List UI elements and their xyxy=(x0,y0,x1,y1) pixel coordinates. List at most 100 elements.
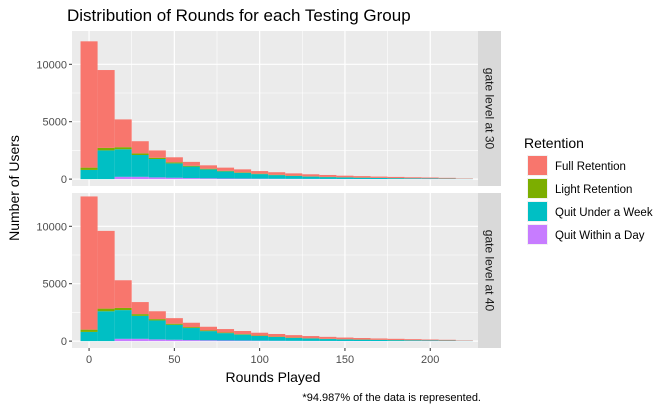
bar-week-bin-13 xyxy=(302,338,320,341)
x-tick-label: 150 xyxy=(336,354,354,366)
chart-caption: *94.987% of the data is represented. xyxy=(302,392,481,404)
bar-full-bin-18 xyxy=(387,176,405,179)
bar-full-bin-15 xyxy=(336,337,354,340)
bar-full-bin-5 xyxy=(165,157,183,163)
bar-week-bin-20 xyxy=(421,178,439,180)
bar-full-bin-21 xyxy=(438,177,456,179)
bar-day-bin-3 xyxy=(131,176,149,180)
facet-strip-label: gate level at 40 xyxy=(483,230,497,312)
bar-light-bin-5 xyxy=(165,162,183,164)
bar-full-bin-3 xyxy=(131,141,149,154)
bar-full-bin-17 xyxy=(370,338,388,340)
bar-full-bin-10 xyxy=(251,171,269,174)
bar-week-bin-9 xyxy=(234,172,252,179)
bar-day-bin-8 xyxy=(217,340,235,342)
bar-week-bin-19 xyxy=(404,178,422,180)
bar-full-bin-14 xyxy=(319,336,337,339)
bar-light-bin-7 xyxy=(199,330,217,332)
facet-panel-1: 0 5000 10000 gate level at 30 xyxy=(36,31,501,186)
bar-week-bin-11 xyxy=(268,337,286,341)
bar-full-bin-18 xyxy=(387,338,405,341)
bar-full-bin-11 xyxy=(268,172,286,175)
bar-week-bin-15 xyxy=(336,177,354,179)
bar-light-bin-1 xyxy=(97,147,115,151)
bar-day-bin-3 xyxy=(131,338,149,342)
x-tick-label: 200 xyxy=(421,354,439,366)
bar-week-bin-3 xyxy=(131,315,149,339)
bar-day-bin-4 xyxy=(148,177,166,180)
bar-day-bin-6 xyxy=(182,340,200,342)
facet-strip-label: gate level at 30 xyxy=(483,68,497,150)
bar-full-bin-4 xyxy=(148,150,166,158)
bar-week-bin-20 xyxy=(421,340,439,342)
bar-week-bin-6 xyxy=(182,328,200,341)
bar-week-bin-16 xyxy=(353,339,371,341)
panels-layer: 0 5000 10000 gate level at 30 0 5000 10000 gate… xyxy=(36,31,501,348)
bar-light-bin-8 xyxy=(217,332,235,334)
y-tick-label: 5000 xyxy=(43,117,67,129)
bar-full-bin-11 xyxy=(268,333,286,337)
y-axis-title: Number of Users xyxy=(6,135,22,241)
bar-week-bin-11 xyxy=(268,175,286,179)
bar-week-bin-1 xyxy=(97,150,115,180)
bar-full-bin-10 xyxy=(251,332,269,336)
bar-light-bin-1 xyxy=(97,308,115,312)
chart-title: Distribution of Rounds for each Testing … xyxy=(67,6,411,25)
facet-panel-2: 0 5000 10000 gate level at 40 xyxy=(36,193,501,348)
legend-title: Retention xyxy=(524,135,584,151)
bar-full-bin-0 xyxy=(80,196,98,330)
bar-day-bin-8 xyxy=(217,178,235,180)
bar-week-bin-15 xyxy=(336,339,354,341)
bar-day-bin-6 xyxy=(182,178,200,180)
bar-week-bin-4 xyxy=(148,320,166,340)
bar-light-bin-3 xyxy=(131,153,149,155)
bar-full-bin-9 xyxy=(234,331,252,335)
bar-day-bin-5 xyxy=(165,177,183,180)
facet-strip xyxy=(478,193,501,348)
legend-key-swatch xyxy=(528,225,547,244)
bar-day-bin-7 xyxy=(199,340,217,342)
bar-week-bin-7 xyxy=(199,169,217,179)
bar-light-bin-4 xyxy=(148,157,166,160)
y-tick-label: 10000 xyxy=(36,221,67,233)
bar-full-bin-21 xyxy=(438,339,456,341)
bar-week-bin-0 xyxy=(80,169,98,180)
y-tick-label: 0 xyxy=(61,174,67,186)
bar-week-bin-9 xyxy=(234,334,252,341)
bar-full-bin-6 xyxy=(182,322,200,328)
bar-week-bin-19 xyxy=(404,340,422,342)
bar-week-bin-14 xyxy=(319,177,337,179)
bar-full-bin-2 xyxy=(114,280,132,308)
bar-light-bin-4 xyxy=(148,319,166,321)
bar-full-bin-5 xyxy=(165,318,183,324)
bar-light-bin-6 xyxy=(182,327,200,329)
legend-key-swatch xyxy=(528,156,547,175)
bar-full-bin-13 xyxy=(302,174,320,177)
bar-week-bin-13 xyxy=(302,176,320,179)
bar-light-bin-2 xyxy=(114,307,132,311)
legend-entry-label: Quit Under a Week xyxy=(555,207,653,219)
x-tick-label: 0 xyxy=(86,354,92,366)
bar-day-bin-9 xyxy=(234,340,252,342)
bar-light-bin-7 xyxy=(199,168,217,170)
bar-full-bin-20 xyxy=(421,177,439,179)
bar-week-bin-18 xyxy=(387,340,405,342)
y-tick-label: 10000 xyxy=(36,59,67,71)
legend-entry-label: Full Retention xyxy=(555,161,626,173)
bar-week-bin-10 xyxy=(251,336,269,341)
bar-day-bin-2 xyxy=(114,338,132,342)
legend: Retention Full Retention Light Retention Q… xyxy=(524,135,653,245)
bar-light-bin-6 xyxy=(182,165,200,167)
bar-full-bin-19 xyxy=(404,339,422,341)
bar-light-bin-5 xyxy=(165,323,183,325)
legend-key-swatch xyxy=(528,179,547,198)
bar-full-bin-8 xyxy=(217,329,235,333)
bar-day-bin-7 xyxy=(199,178,217,180)
bar-week-bin-4 xyxy=(148,159,166,178)
bar-week-bin-5 xyxy=(165,324,183,340)
bar-full-bin-15 xyxy=(336,175,354,178)
bar-full-bin-17 xyxy=(370,176,388,178)
facet-strip xyxy=(478,31,501,186)
